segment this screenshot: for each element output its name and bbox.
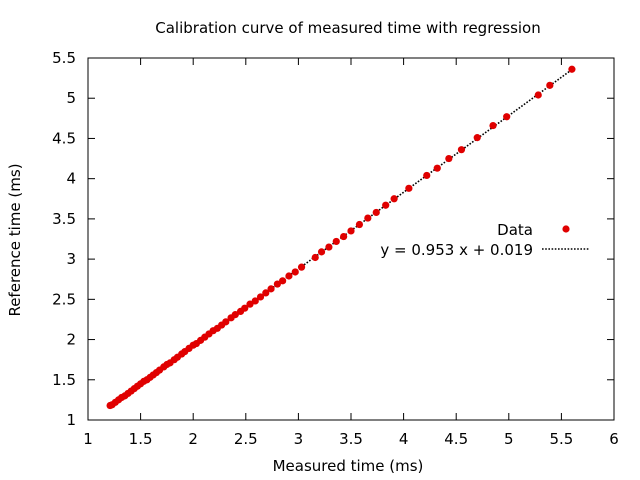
data-point <box>291 268 299 276</box>
data-point <box>231 311 239 319</box>
data-point <box>246 300 254 308</box>
data-point <box>534 91 542 99</box>
data-point <box>364 214 372 222</box>
legend-label-fit: y = 0.953 x + 0.019 <box>380 241 533 259</box>
x-tick-label: 5 <box>504 430 514 448</box>
x-tick-label: 3 <box>294 430 304 448</box>
y-tick-label: 5.5 <box>52 49 76 67</box>
data-point <box>267 285 275 293</box>
data-point <box>473 134 481 142</box>
data-point <box>241 304 249 312</box>
y-tick-label: 3 <box>66 250 76 268</box>
x-tick-label: 2 <box>188 430 198 448</box>
x-axis-title: Measured time (ms) <box>273 457 424 475</box>
y-tick-label: 1.5 <box>52 371 76 389</box>
data-point <box>273 280 281 288</box>
y-axis-title: Reference time (ms) <box>6 163 24 316</box>
data-point <box>390 195 398 203</box>
data-point <box>317 248 326 256</box>
x-tick-label: 3.5 <box>339 430 363 448</box>
data-point <box>405 184 413 192</box>
data-point <box>297 263 306 271</box>
data-point <box>372 208 380 217</box>
y-tick-label: 3.5 <box>52 210 76 228</box>
data-point <box>256 293 265 301</box>
data-point <box>325 243 333 251</box>
data-point <box>340 232 348 241</box>
x-tick-label: 5.5 <box>549 430 573 448</box>
data-point <box>382 201 390 209</box>
chart-title: Calibration curve of measured time with … <box>155 19 541 37</box>
x-tick-label: 2.5 <box>234 430 258 448</box>
data-point <box>262 289 270 297</box>
data-point <box>423 171 431 180</box>
x-tick-label: 1 <box>83 430 93 448</box>
data-point <box>355 220 364 229</box>
data-point <box>222 318 230 326</box>
legend: Data y = 0.953 x + 0.019 <box>380 221 589 259</box>
data-point <box>279 277 287 285</box>
data-point <box>285 272 293 280</box>
data-point <box>489 121 497 130</box>
x-tick-label: 4 <box>399 430 409 448</box>
data-point <box>445 154 453 163</box>
plot-area <box>106 65 576 410</box>
data-point <box>568 65 576 73</box>
x-tick-label: 1.5 <box>129 430 153 448</box>
y-tick-label: 1 <box>66 411 76 429</box>
x-tick-label: 6 <box>609 430 619 448</box>
legend-label-data: Data <box>497 221 533 239</box>
x-tick-label: 4.5 <box>444 430 468 448</box>
data-point <box>347 227 355 235</box>
data-point <box>457 146 466 154</box>
data-point <box>433 164 441 172</box>
y-tick-label: 2.5 <box>52 290 76 308</box>
y-tick-label: 4 <box>66 170 76 188</box>
data-point <box>546 81 554 89</box>
legend-marker-data <box>562 225 570 233</box>
y-axis: 1 1.5 2 2.5 3 3.5 4 4.5 5 5.5 <box>52 49 614 429</box>
data-point <box>332 237 340 246</box>
data-point <box>251 297 259 305</box>
y-tick-label: 5 <box>66 89 76 107</box>
data-point <box>503 113 511 121</box>
x-axis: 1 1.5 2 2.5 3 3.5 4 4.5 5 5.5 6 <box>83 58 619 448</box>
data-point <box>311 253 319 262</box>
y-tick-label: 4.5 <box>52 129 76 147</box>
y-tick-label: 2 <box>66 331 76 349</box>
